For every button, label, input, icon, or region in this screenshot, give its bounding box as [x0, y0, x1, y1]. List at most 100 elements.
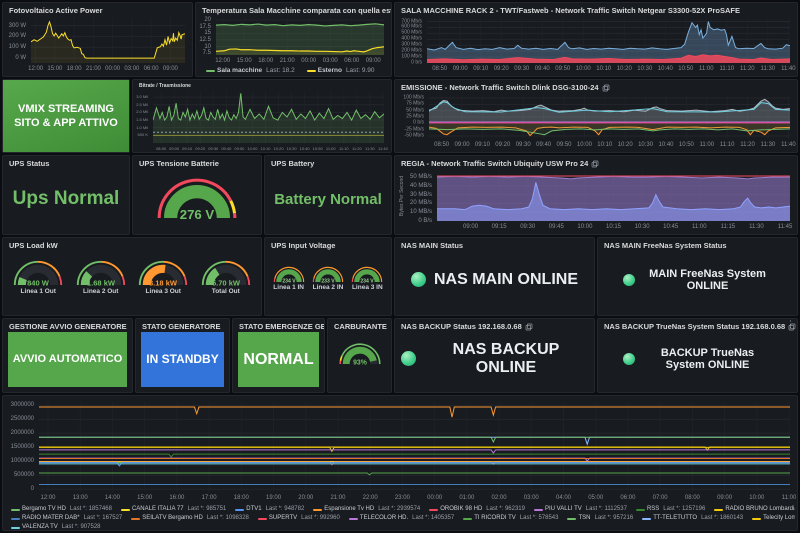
legend-item[interactable]: VALENZA TV Last *: 907528	[11, 523, 101, 530]
legend-item[interactable]: RADIO BRUNO LombardiaLast *: 1497318	[714, 505, 795, 514]
panel-link-icon[interactable]	[788, 323, 796, 331]
x-axis-tick: 23:00	[394, 495, 410, 501]
panel-title-text: NAS BACKUP Status 192.168.0.68	[401, 322, 522, 331]
panel-menu-icon[interactable]: ⋮	[786, 319, 795, 329]
legend-row: RADIO MATER DAB* Last *: 167527 SEILATV Be…	[11, 514, 795, 523]
panel-title-nas-main-freenas[interactable]: NAS MAIN FreeNas System Status	[598, 238, 797, 251]
legend-item[interactable]: TSN Last *: 957216	[567, 514, 633, 523]
battery-voltage-gauge: 276 V	[137, 169, 257, 232]
y-axis-tick: 0 B/s	[418, 218, 432, 224]
legend-item[interactable]: Telecity LombardiaLast *: 1512090	[752, 514, 795, 523]
legend-series-name: OROBIK 98 HD	[440, 506, 483, 512]
legend-series-value: Last *: 957216	[594, 515, 634, 521]
legend-series-dash	[257, 517, 267, 520]
legend-item[interactable]: Bergamo TV HD Last *: 1857468	[11, 505, 112, 514]
panel-title-regia[interactable]: REGIA - Network Traffic Switch Ubiquity …	[395, 156, 797, 169]
panel-title-emissione[interactable]: EMISSIONE - Network Traffic Switch Dlink…	[395, 80, 797, 93]
legend-item[interactable]: Sala macchine Last: 18.2	[206, 67, 295, 74]
legend-series-name: CANALE ITALIA 77	[131, 506, 184, 512]
x-axis-tick: 06:00	[143, 66, 159, 72]
legend-series-value: Last *: 578543	[519, 515, 559, 521]
y-axis-tick: 10 MB/s	[409, 209, 432, 216]
legend-item[interactable]: SEILATV Bergamo HD Last *: 1098328	[131, 514, 249, 523]
panel-title-text: STATO GENERATORE	[142, 322, 221, 331]
panel-link-icon[interactable]	[525, 323, 533, 331]
x-axis-tick: 10:00	[749, 495, 765, 501]
legend-item[interactable]: TELECOLOR HD. Last *: 1405357	[348, 514, 455, 523]
legend-item[interactable]: RSS Last *: 1257196	[635, 505, 706, 514]
legend-item[interactable]: OROBIK 98 HD Last *: 962319	[429, 505, 525, 514]
y-axis-tick: 700 Mb/s	[401, 18, 422, 25]
legend-item[interactable]: SUPERTV Last *: 992960	[257, 514, 340, 523]
panel-title-gestione[interactable]: GESTIONE AVVIO GENERATORE	[3, 319, 132, 332]
panel-title-carburante[interactable]: CARBURANTE	[328, 319, 391, 332]
panel-link-icon[interactable]	[591, 160, 599, 168]
x-axis-tick: 10:20	[616, 66, 632, 72]
panel-title-bitrate[interactable]: Bitrate / Trasmissione	[133, 80, 391, 90]
panel-title-ups-input[interactable]: UPS Input Voltage	[265, 238, 391, 251]
y-axis-tick: 30 MB/s	[409, 191, 432, 198]
panel-title-rack2[interactable]: SALA MACCHINE RACK 2 - TWT/Fastweb - Net…	[395, 3, 797, 16]
panel-title-ups-battery[interactable]: UPS Battery	[265, 156, 391, 169]
legend-series-value: Last *: 1257196	[663, 506, 706, 512]
x-axis-tick: 10:00	[575, 66, 591, 72]
legend-item[interactable]: RADIO MATER DAB* Last *: 167527	[11, 514, 122, 523]
x-axis-tick: 11:30	[760, 66, 776, 72]
panel-title-ups-status[interactable]: UPS Status	[3, 156, 129, 169]
panel-title-nas-backup-truenas[interactable]: NAS BACKUP TrueNas System Status 192.168…	[598, 319, 797, 332]
legend-item[interactable]: TT-TELETUTTO Last *: 1860143	[642, 514, 743, 523]
x-axis-tick: 09:00	[454, 142, 470, 148]
legend-item[interactable]: Espansione Tv HD Last *: 2939574	[313, 505, 420, 514]
panel-title-stato-emergenze[interactable]: STATO EMERGENZE GE...	[233, 319, 324, 332]
panel-title-temperatura[interactable]: Temperatura Sala Macchine comparata con …	[196, 3, 391, 16]
x-axis-tick: 08:50	[156, 146, 167, 151]
x-axis-tick: 09:40	[536, 142, 552, 148]
gauge-label: Linea 2 Out	[83, 288, 119, 296]
legend-series-value: Last *: 1405357	[412, 515, 455, 521]
x-axis-tick: 16:00	[169, 495, 185, 501]
panel-title-ups-load[interactable]: UPS Load kW	[3, 238, 261, 251]
legend-series-name: Esterno	[317, 67, 342, 74]
x-axis-tick: 10:50	[678, 142, 694, 148]
y-axis-tick: 1000000	[10, 458, 34, 465]
legend-item[interactable]: Esterno Last: 9.90	[306, 67, 375, 74]
panel-title-text: NAS MAIN Status	[401, 241, 464, 250]
x-axis-tick: 11:00	[781, 495, 797, 501]
legend-item[interactable]: PIU VALLI TV Last *: 1112537	[533, 505, 627, 514]
x-axis-tick: 11:00	[691, 224, 707, 230]
legend-series-value: Last *: 1860143	[701, 515, 744, 521]
x-axis-tick: 00:00	[427, 495, 443, 501]
gauge-label: Linea 3 Out	[145, 288, 181, 296]
vmix-status-text: VMIX STREAMING SITO & APP ATTIVO	[3, 80, 129, 152]
x-axis-tick: 11:10	[719, 142, 735, 148]
legend-series-value: Last *: 962319	[486, 506, 525, 512]
legend-item[interactable]: TI RICORDI TV Last *: 578543	[463, 514, 558, 523]
legend-series-name: RSS	[646, 506, 660, 512]
status-text: Ups Normal	[12, 188, 120, 209]
status-text: Battery Normal	[274, 190, 382, 208]
x-axis-tick: 11:00	[699, 66, 714, 72]
panel-title-text: UPS Input Voltage	[271, 241, 336, 250]
panel-title-nas-backup[interactable]: NAS BACKUP Status 192.168.0.68	[395, 319, 594, 332]
panel-title-text: Temperatura Sala Macchine comparata con …	[202, 6, 391, 15]
x-axis-tick: 11:30	[760, 142, 776, 148]
x-axis-tick: 10:40	[657, 66, 673, 72]
x-axis: 08:50 09:00 09:10 09:20 09:30 09:40 09:50 10:00…	[427, 65, 795, 74]
panel-title-nas-main[interactable]: NAS MAIN Status	[395, 238, 594, 251]
legend-item[interactable]: CANALE ITALIA 77 Last *: 985751	[120, 505, 227, 514]
legend-item[interactable]: DTV1 Last *: 948782	[235, 505, 304, 514]
panel-title-fotovoltaico[interactable]: Fotovoltaico Active Power	[3, 3, 192, 16]
svg-text:1.68 kW: 1.68 kW	[87, 279, 116, 288]
x-axis-tick: 09:20	[493, 66, 509, 72]
x-axis-tick: 11:45	[777, 224, 793, 230]
panel-title-stato-generatore[interactable]: STATO GENERATORE	[136, 319, 229, 332]
y-axis: 700 Mb/s 600 Mb/s 500 Mb/s 400 Mb/s 300 Mb/s…	[397, 18, 424, 65]
x-axis-tick: 09:30	[520, 224, 536, 230]
status-ok-dot	[411, 272, 426, 287]
y-axis-tick: 1.0 Mil	[136, 124, 148, 130]
panel-title-ups-tensione[interactable]: UPS Tensione Batterie	[133, 156, 261, 169]
x-axis-tick: 08:50	[432, 66, 448, 72]
panel-link-icon[interactable]	[602, 84, 610, 92]
legend-series-value: Last *: 985751	[187, 506, 227, 512]
fuel-gauge: 93%	[332, 332, 387, 390]
